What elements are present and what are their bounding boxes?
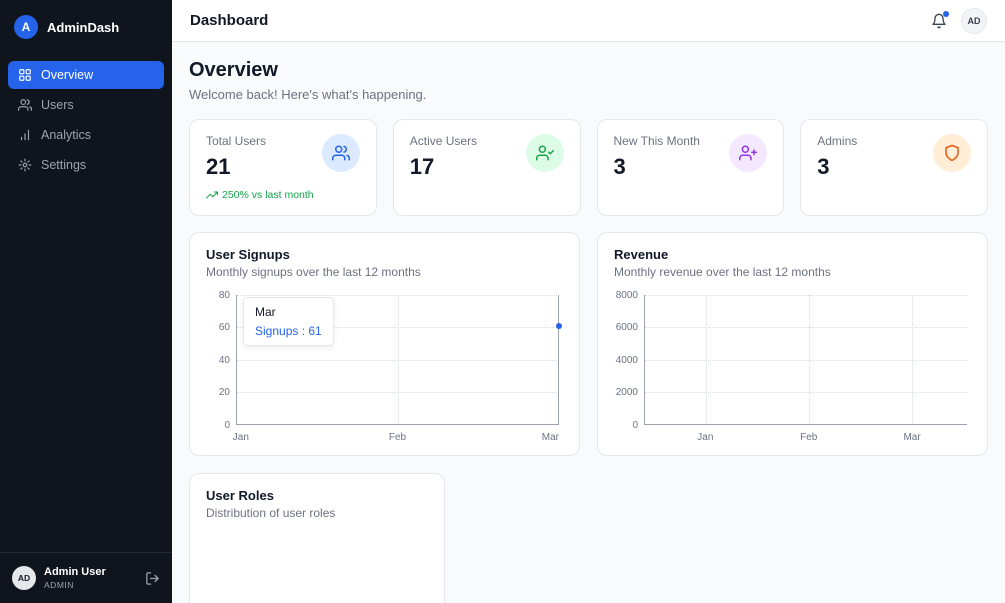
top-header: Dashboard AD bbox=[172, 0, 1005, 42]
x-axis-tick: Feb bbox=[800, 432, 818, 443]
main-content: Overview Welcome back! Here's what's hap… bbox=[172, 42, 1005, 603]
revenue-chart: 8000 6000 4000 2000 0 bbox=[614, 290, 971, 443]
user-meta: Admin User ADMIN bbox=[44, 566, 137, 590]
user-signups-chart-card: User Signups Monthly signups over the la… bbox=[189, 232, 580, 456]
gridline bbox=[645, 295, 967, 296]
app-logo: A bbox=[14, 15, 38, 39]
chart-title: Revenue bbox=[614, 247, 669, 262]
y-axis-tick: 20 bbox=[218, 387, 230, 398]
sidebar-item-overview[interactable]: Overview bbox=[8, 61, 164, 89]
stat-label: Admins bbox=[817, 134, 858, 148]
stat-label: Active Users bbox=[409, 134, 478, 148]
stat-label: New This Month bbox=[613, 134, 700, 148]
y-axis-tick: 60 bbox=[218, 322, 230, 333]
y-axis-tick: 8000 bbox=[615, 290, 638, 301]
sidebar-footer: AD Admin User ADMIN bbox=[0, 552, 172, 603]
content-column: Dashboard AD Overview Welcome back! Here… bbox=[172, 0, 1005, 603]
stat-card-active-users: Active Users 17 bbox=[392, 119, 581, 216]
x-axis-tick: Jan bbox=[232, 432, 249, 443]
page-title: Overview bbox=[189, 59, 278, 81]
users-icon bbox=[18, 98, 32, 112]
header-actions: AD bbox=[931, 7, 987, 34]
gridline bbox=[645, 391, 967, 393]
bar-chart-icon bbox=[18, 128, 32, 142]
logout-icon[interactable] bbox=[145, 571, 160, 586]
sidebar-nav: Overview Users Analytics Settings bbox=[0, 53, 172, 179]
gridline bbox=[706, 295, 708, 424]
app-name: AdminDash bbox=[47, 19, 120, 35]
gridline bbox=[912, 295, 914, 424]
sidebar-item-label: Analytics bbox=[41, 128, 92, 142]
data-point-mar bbox=[556, 322, 562, 329]
shield-icon bbox=[933, 134, 971, 172]
chart-cursor-line bbox=[558, 295, 559, 424]
tooltip-label: Mar bbox=[255, 305, 276, 319]
gear-icon bbox=[18, 158, 32, 172]
chart-subtitle: Monthly signups over the last 12 months bbox=[206, 265, 421, 279]
card-subtitle: Distribution of user roles bbox=[206, 506, 336, 520]
revenue-chart-card: Revenue Monthly revenue over the last 12… bbox=[597, 232, 988, 456]
stat-trend-text: 250% vs last month bbox=[222, 189, 314, 201]
sidebar-item-users[interactable]: Users bbox=[8, 91, 164, 119]
sidebar-item-label: Overview bbox=[41, 68, 94, 82]
gridline bbox=[398, 295, 399, 424]
y-axis-tick: 0 bbox=[224, 420, 230, 431]
page-subtitle: Welcome back! Here's what's happening. bbox=[189, 87, 427, 102]
user-plus-icon bbox=[729, 134, 768, 172]
stat-label: Total Users bbox=[206, 134, 267, 148]
y-axis-tick: 40 bbox=[218, 355, 230, 366]
y-axis-tick: 80 bbox=[218, 290, 230, 301]
y-axis-tick: 4000 bbox=[615, 355, 638, 366]
x-axis-tick: Mar bbox=[903, 432, 921, 443]
stat-value: 3 bbox=[613, 154, 626, 179]
bell-icon[interactable] bbox=[931, 10, 949, 29]
stat-value: 3 bbox=[817, 154, 830, 179]
stat-value: 17 bbox=[409, 154, 435, 179]
signups-plot-area[interactable]: Mar Signups : 61 bbox=[236, 295, 562, 425]
stats-row: Total Users 21 250% vs last month bbox=[189, 119, 988, 216]
x-axis-tick: Feb bbox=[388, 432, 407, 443]
sidebar-item-label: Users bbox=[41, 98, 74, 112]
chart-title: User Signups bbox=[206, 247, 290, 262]
header-title: Dashboard bbox=[190, 12, 269, 29]
stat-card-total-users: Total Users 21 250% vs last month bbox=[189, 119, 377, 216]
y-axis-tick: 6000 bbox=[615, 322, 638, 333]
gridline bbox=[645, 327, 967, 329]
grid-icon bbox=[18, 68, 32, 82]
user-roles-card: User Roles Distribution of user roles bbox=[189, 473, 445, 603]
charts-row: User Signups Monthly signups over the la… bbox=[189, 232, 988, 456]
user-name: Admin User bbox=[44, 566, 106, 578]
x-axis-tick: Jan bbox=[697, 432, 714, 443]
stat-value: 21 bbox=[206, 154, 231, 179]
chart-tooltip: Mar Signups : 61 bbox=[243, 297, 334, 346]
app-brand: A AdminDash bbox=[0, 0, 172, 53]
y-axis-tick: 0 bbox=[632, 420, 638, 431]
signups-chart: 80 60 40 20 0 bbox=[206, 290, 563, 443]
stat-trend: 250% vs last month bbox=[206, 189, 314, 201]
user-check-icon bbox=[525, 134, 564, 172]
user-profile: AD Admin User ADMIN bbox=[12, 566, 160, 590]
card-title: User Roles bbox=[206, 488, 274, 503]
avatar: AD bbox=[12, 566, 36, 590]
stat-card-new-this-month: New This Month 3 bbox=[596, 119, 785, 216]
avatar[interactable]: AD bbox=[961, 7, 987, 34]
revenue-plot-area[interactable] bbox=[644, 295, 967, 425]
sidebar-item-analytics[interactable]: Analytics bbox=[8, 121, 164, 149]
x-axis-tick: Mar bbox=[541, 432, 559, 443]
users-icon bbox=[321, 134, 360, 172]
sidebar-item-label: Settings bbox=[41, 158, 87, 172]
sidebar: A AdminDash Overview Users Analytics bbox=[0, 0, 172, 603]
trending-up-icon bbox=[206, 189, 218, 201]
y-axis-tick: 2000 bbox=[615, 387, 638, 398]
gridline bbox=[645, 359, 967, 361]
sidebar-item-settings[interactable]: Settings bbox=[8, 151, 164, 179]
stat-card-admins: Admins 3 bbox=[800, 119, 988, 216]
chart-subtitle: Monthly revenue over the last 12 months bbox=[614, 265, 831, 279]
notification-dot bbox=[943, 10, 949, 17]
tooltip-value: Signups : 61 bbox=[255, 324, 322, 338]
user-role-badge: ADMIN bbox=[44, 580, 74, 590]
gridline bbox=[809, 295, 811, 424]
